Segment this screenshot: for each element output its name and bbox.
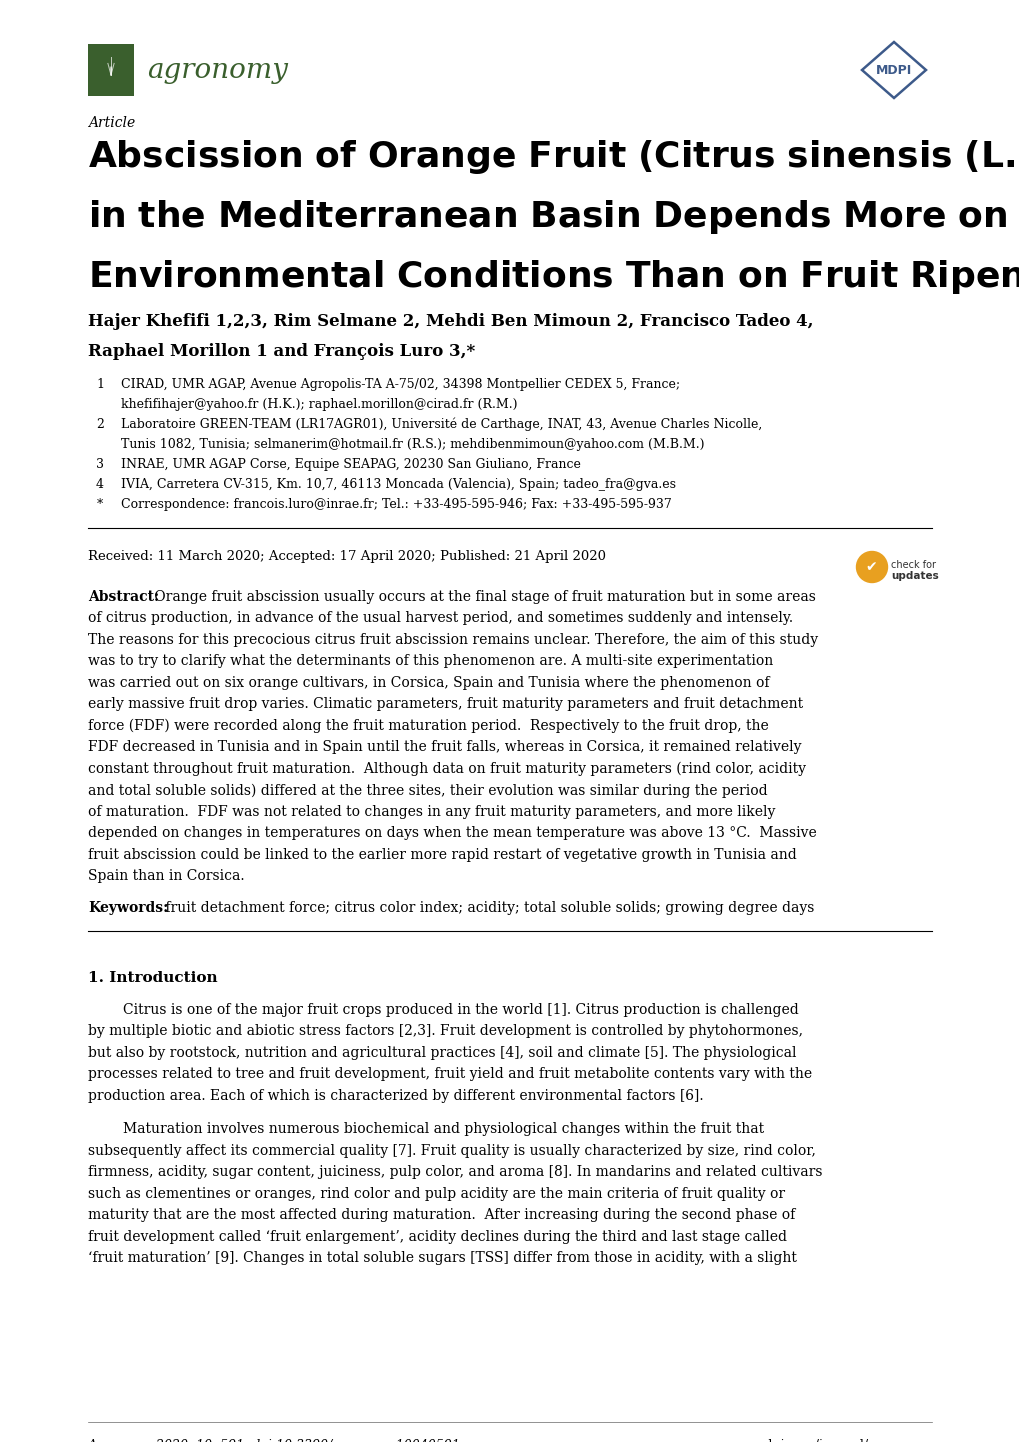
- Text: fruit detachment force; citrus color index; acidity; total soluble solids; growi: fruit detachment force; citrus color ind…: [161, 901, 813, 916]
- Text: Orange fruit abscission usually occurs at the final stage of fruit maturation bu: Orange fruit abscission usually occurs a…: [150, 590, 815, 604]
- Text: $\bf{Abscission\ of\ Orange\ Fruit\ (}$$\mathit{\bf{Citrus\ sinensis}}$$\bf{\ (L: $\bf{Abscission\ of\ Orange\ Fruit\ (}$$…: [88, 138, 1019, 176]
- Text: Laboratoire GREEN-TEAM (LR17AGR01), Université de Carthage, INAT, 43, Avenue Cha: Laboratoire GREEN-TEAM (LR17AGR01), Univ…: [121, 418, 761, 431]
- Text: and total soluble solids) differed at the three sites, their evolution was simil: and total soluble solids) differed at th…: [88, 783, 767, 797]
- FancyBboxPatch shape: [88, 45, 133, 97]
- Text: CIRAD, UMR AGAP, Avenue Agropolis-TA A-75/02, 34398 Montpellier CEDEX 5, France;: CIRAD, UMR AGAP, Avenue Agropolis-TA A-7…: [121, 378, 680, 391]
- Text: was to try to clarify what the determinants of this phenomenon are. A multi-site: was to try to clarify what the determina…: [88, 655, 772, 669]
- Text: subsequently affect its commercial quality [7]. Fruit quality is usually charact: subsequently affect its commercial quali…: [88, 1144, 815, 1158]
- Circle shape: [856, 551, 887, 583]
- Text: Spain than in Corsica.: Spain than in Corsica.: [88, 870, 245, 884]
- Text: firmness, acidity, sugar content, juiciness, pulp color, and aroma [8]. In manda: firmness, acidity, sugar content, juicin…: [88, 1165, 821, 1180]
- Text: by multiple biotic and abiotic stress factors [2,3]. Fruit development is contro: by multiple biotic and abiotic stress fa…: [88, 1024, 802, 1038]
- Text: MDPI: MDPI: [875, 63, 911, 76]
- Text: fruit development called ‘fruit enlargement’, acidity declines during the third : fruit development called ‘fruit enlargem…: [88, 1230, 787, 1244]
- Text: was carried out on six orange cultivars, in Corsica, Spain and Tunisia where the: was carried out on six orange cultivars,…: [88, 676, 768, 691]
- Text: The reasons for this precocious citrus fruit abscission remains unclear. Therefo: The reasons for this precocious citrus f…: [88, 633, 817, 647]
- Text: production area. Each of which is characterized by different environmental facto: production area. Each of which is charac…: [88, 1089, 703, 1103]
- Text: INRAE, UMR AGAP Corse, Equipe SEAPAG, 20230 San Giuliano, France: INRAE, UMR AGAP Corse, Equipe SEAPAG, 20…: [121, 459, 580, 472]
- Text: $\bf{Environmental\ Conditions\ Than\ on\ Fruit\ Ripeness}$: $\bf{Environmental\ Conditions\ Than\ on…: [88, 258, 1019, 296]
- Text: Received: 11 March 2020; Accepted: 17 April 2020; Published: 21 April 2020: Received: 11 March 2020; Accepted: 17 Ap…: [88, 549, 605, 562]
- Text: *: *: [97, 497, 103, 510]
- Text: Abstract:: Abstract:: [88, 590, 159, 604]
- Text: Tunis 1082, Tunisia; selmanerim@hotmail.fr (R.S.); mehdibenmimoun@yahoo.com (M.B: Tunis 1082, Tunisia; selmanerim@hotmail.…: [121, 438, 704, 451]
- Text: Maturation involves numerous biochemical and physiological changes within the fr: Maturation involves numerous biochemical…: [123, 1122, 763, 1136]
- Text: 4: 4: [96, 477, 104, 490]
- Text: Article: Article: [88, 115, 136, 130]
- Text: of citrus production, in advance of the usual harvest period, and sometimes sudd: of citrus production, in advance of the …: [88, 611, 793, 626]
- Text: of maturation.  FDF was not related to changes in any fruit maturity parameters,: of maturation. FDF was not related to ch…: [88, 805, 774, 819]
- Text: early massive fruit drop varies. Climatic parameters, fruit maturity parameters : early massive fruit drop varies. Climati…: [88, 698, 802, 711]
- Text: but also by rootstock, nutrition and agricultural practices [4], soil and climat: but also by rootstock, nutrition and agr…: [88, 1045, 796, 1060]
- Text: 3: 3: [96, 459, 104, 472]
- Text: updates: updates: [891, 571, 937, 581]
- Text: fruit abscission could be linked to the earlier more rapid restart of vegetative: fruit abscission could be linked to the …: [88, 848, 796, 862]
- Text: such as clementines or oranges, rind color and pulp acidity are the main criteri: such as clementines or oranges, rind col…: [88, 1187, 785, 1201]
- Text: Correspondence: francois.luro@inrae.fr; Tel.: +33-495-595-946; Fax: +33-495-595-: Correspondence: francois.luro@inrae.fr; …: [121, 497, 672, 510]
- Text: 1: 1: [96, 378, 104, 391]
- Text: 2: 2: [96, 418, 104, 431]
- Text: Agronomy 2020, 10, 591; doi:10.3390/agronomy10040591: Agronomy 2020, 10, 591; doi:10.3390/agro…: [88, 1439, 461, 1442]
- Text: Keywords:: Keywords:: [88, 901, 168, 916]
- Text: IVIA, Carretera CV-315, Km. 10,7, 46113 Moncada (Valencia), Spain; tadeo_fra@gva: IVIA, Carretera CV-315, Km. 10,7, 46113 …: [121, 477, 676, 490]
- Text: Hajer Khefifi 1,2,3, Rim Selmane 2, Mehdi Ben Mimoun 2, Francisco Tadeo 4,: Hajer Khefifi 1,2,3, Rim Selmane 2, Mehd…: [88, 313, 813, 330]
- Text: agronomy: agronomy: [147, 56, 287, 84]
- Text: force (FDF) were recorded along the fruit maturation period.  Respectively to th: force (FDF) were recorded along the frui…: [88, 720, 768, 734]
- Text: 1. Introduction: 1. Introduction: [88, 970, 217, 985]
- Text: Raphael Morillon 1 and François Luro 3,*: Raphael Morillon 1 and François Luro 3,*: [88, 343, 475, 360]
- Text: www.mdpi.com/journal/agronomy: www.mdpi.com/journal/agronomy: [717, 1439, 931, 1442]
- Text: FDF decreased in Tunisia and in Spain until the fruit falls, whereas in Corsica,: FDF decreased in Tunisia and in Spain un…: [88, 741, 801, 754]
- Text: ✔: ✔: [864, 559, 876, 574]
- Text: ‘fruit maturation’ [9]. Changes in total soluble sugars [TSS] differ from those : ‘fruit maturation’ [9]. Changes in total…: [88, 1252, 796, 1266]
- Text: check for: check for: [891, 559, 935, 570]
- Text: Citrus is one of the major fruit crops produced in the world [1]. Citrus product: Citrus is one of the major fruit crops p…: [123, 1004, 798, 1017]
- Text: khefifihajer@yahoo.fr (H.K.); raphael.morillon@cirad.fr (R.M.): khefifihajer@yahoo.fr (H.K.); raphael.mo…: [121, 398, 517, 411]
- Text: $\bf{in\ the\ Mediterranean\ Basin\ Depends\ More\ on}$: $\bf{in\ the\ Mediterranean\ Basin\ Depe…: [88, 198, 1006, 236]
- Text: constant throughout fruit maturation.  Although data on fruit maturity parameter: constant throughout fruit maturation. Al…: [88, 761, 805, 776]
- Text: depended on changes in temperatures on days when the mean temperature was above : depended on changes in temperatures on d…: [88, 826, 816, 841]
- Text: processes related to tree and fruit development, fruit yield and fruit metabolit: processes related to tree and fruit deve…: [88, 1067, 811, 1082]
- Text: maturity that are the most affected during maturation.  After increasing during : maturity that are the most affected duri…: [88, 1208, 795, 1223]
